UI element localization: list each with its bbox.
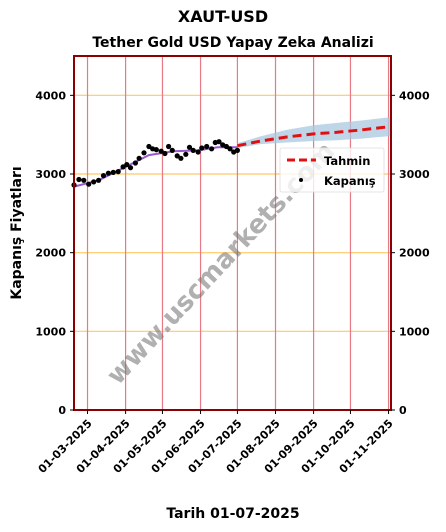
- closing-point: [178, 155, 184, 161]
- closing-point: [146, 143, 152, 150]
- closing-point: [153, 147, 159, 153]
- y-tick-label: 3000: [35, 168, 66, 181]
- closing-point: [195, 149, 201, 155]
- chart-title: Tether Gold USD Yapay Zeka Analizi: [92, 35, 374, 51]
- legend: Tahmin Kapanış: [279, 147, 385, 193]
- closing-point: [162, 150, 168, 157]
- closing-point: [91, 179, 97, 185]
- closing-point: [136, 155, 142, 161]
- forecast-line: [237, 125, 391, 148]
- y-tick-label-right: 1000: [399, 325, 430, 338]
- closing-point: [127, 165, 134, 171]
- y-tick-label-right: 3000: [399, 168, 430, 181]
- closing-point: [234, 147, 240, 153]
- closing-point: [209, 146, 215, 152]
- closing-points: [71, 139, 240, 188]
- legend-forecast-label: Tahmin: [324, 154, 370, 168]
- closing-point: [132, 160, 138, 166]
- closing-point: [105, 170, 111, 176]
- y-tick-label: 2000: [35, 247, 66, 260]
- closing-point: [100, 173, 107, 179]
- chart-suptitle: XAUT-USD: [177, 7, 269, 26]
- closing-point: [199, 145, 205, 151]
- y-tick-label-right: 2000: [399, 247, 430, 260]
- y-axis-label: Kapanış Fiyatları: [9, 166, 25, 299]
- y-tick-label: 1000: [35, 325, 66, 338]
- y-tick-label: 0: [58, 404, 66, 417]
- closing-point: [76, 176, 82, 183]
- closing-point: [204, 143, 210, 150]
- closing-point: [81, 177, 87, 183]
- chart-footer: Tarih 01-07-2025: [166, 506, 300, 522]
- closing-point: [216, 139, 222, 145]
- closing-point: [120, 164, 126, 170]
- closing-point: [186, 144, 193, 150]
- closing-point: [110, 169, 116, 175]
- closing-point: [190, 147, 196, 153]
- closing-point: [141, 150, 147, 156]
- plot-frame: [73, 55, 392, 411]
- closing-point: [86, 181, 92, 187]
- closing-point: [227, 146, 233, 152]
- closing-point: [169, 147, 175, 153]
- y-tick-label-right: 0: [399, 404, 407, 417]
- closing-point: [174, 153, 180, 159]
- x-axis: 01-03-202501-04-202501-05-202501-06-2025…: [36, 410, 396, 476]
- grid-lines: [74, 56, 391, 410]
- closing-point: [96, 177, 102, 183]
- legend-closing-swatch: [299, 178, 303, 182]
- closing-point: [166, 143, 172, 150]
- closing-point: [158, 148, 164, 154]
- y-axis-left: 0 1000 2000 3000 4000: [35, 89, 74, 417]
- closing-point: [183, 151, 189, 157]
- closing-point: [115, 169, 121, 175]
- y-tick-label-right: 4000: [399, 89, 430, 102]
- y-axis-right: 0 1000 2000 3000 4000: [391, 89, 430, 417]
- legend-closing-label: Kapanış: [324, 174, 376, 188]
- y-tick-label: 4000: [35, 89, 66, 102]
- closing-point: [124, 162, 130, 168]
